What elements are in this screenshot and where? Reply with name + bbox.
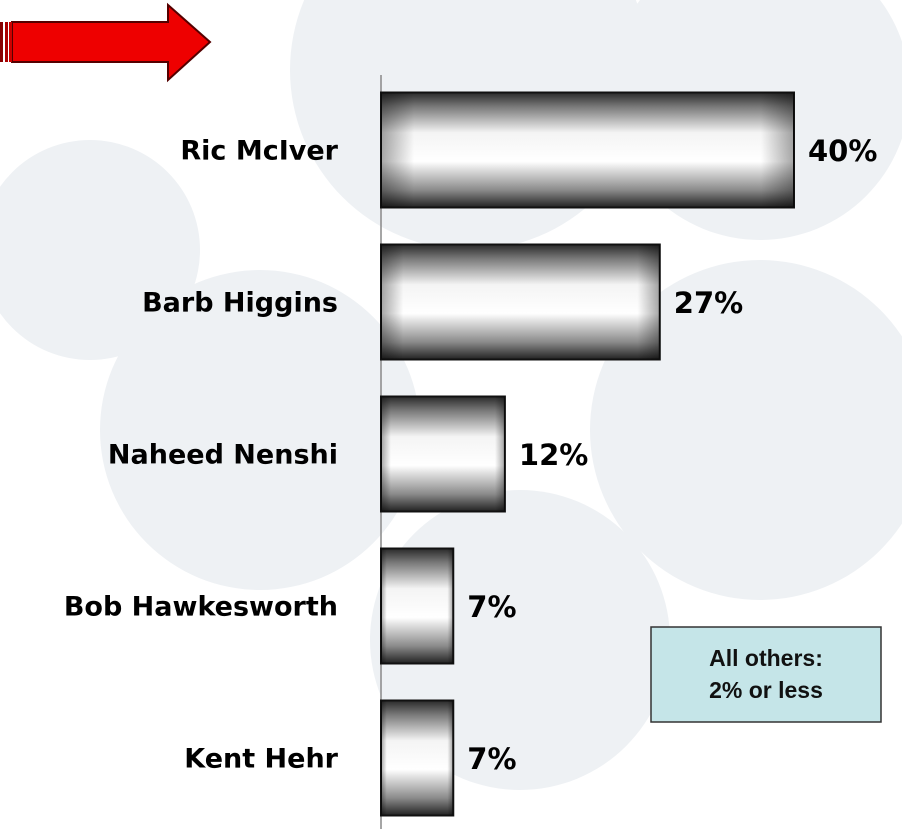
value-label: 7%	[467, 590, 516, 624]
category-label: Bob Hawkesworth	[64, 592, 338, 623]
value-label: 40%	[808, 134, 877, 168]
value-label: 27%	[674, 286, 743, 320]
annotation-box: All others: 2% or less	[650, 626, 882, 723]
category-label: Naheed Nenshi	[108, 440, 338, 471]
annotation-line: 2% or less	[709, 677, 823, 703]
category-label: Kent Hehr	[184, 744, 338, 775]
bar-shade	[381, 92, 794, 208]
value-label: 7%	[467, 742, 516, 776]
bar-shade	[381, 700, 454, 816]
bar-shade	[381, 396, 505, 512]
category-label: Barb Higgins	[142, 288, 338, 319]
category-label: Ric McIver	[180, 136, 338, 167]
annotation-line: All others:	[709, 645, 823, 671]
bar-shade	[381, 244, 660, 360]
value-label: 12%	[519, 438, 588, 472]
bar-shade	[381, 548, 454, 664]
red-arrow	[0, 2, 212, 83]
